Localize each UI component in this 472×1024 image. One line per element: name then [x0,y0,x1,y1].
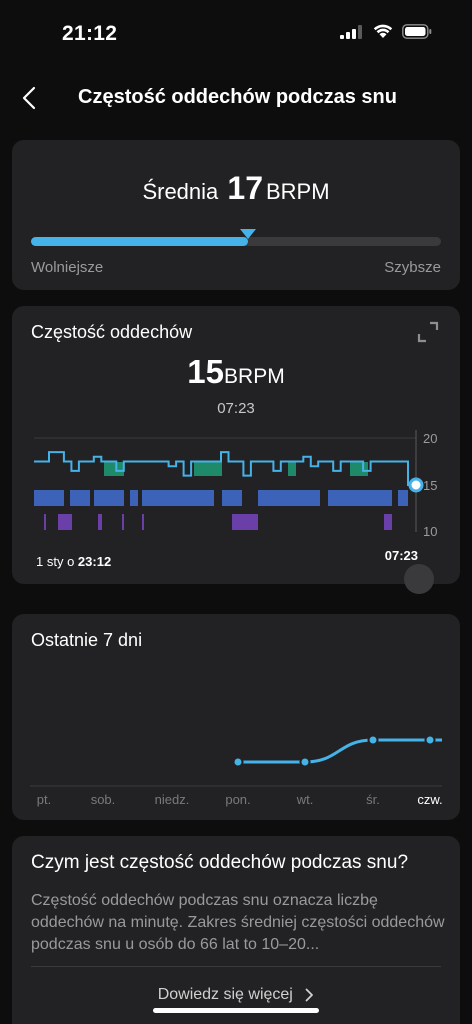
deep-sleep-band [384,514,392,530]
light-sleep-band [70,490,90,506]
info-card: Czym jest częstość oddechów podczas snu?… [12,836,460,1024]
current-point-marker[interactable] [408,477,424,493]
rate-card-title: Częstość oddechów [31,322,193,342]
wifi-icon [373,24,393,38]
light-sleep-band [130,490,138,506]
light-sleep-band [222,490,242,506]
light-sleep-band [398,490,408,506]
sleep-stage-bands [34,462,408,530]
average-value: 17 [227,170,263,206]
header: Częstość oddechów podczas snu [0,72,472,124]
week-data-point[interactable] [424,734,436,746]
light-sleep-band [94,490,124,506]
status-icons [340,24,432,39]
learn-more-label: Dowiedz się więcej [157,986,293,1003]
chart-end-label: 07:23 [384,548,418,563]
deep-sleep-band [44,514,46,530]
status-bar: 21:12 [0,0,472,70]
average-range-bar [31,229,441,246]
week-day-label: niedz. [155,792,190,807]
average-card: Średnia 17 BRPM Wolniejsze Szybsze [12,140,460,290]
y-tick-20: 20 [423,431,437,446]
week-card-title: Ostatnie 7 dni [31,630,143,650]
last-7-days-card: Ostatnie 7 dni pt. sob. niedz. pon. wt. śr. cz… [12,614,460,820]
rate-value-number: 15 [187,353,225,390]
rate-value: 15BRPM [12,353,460,391]
learn-more-link[interactable]: Dowiedz się więcej [12,986,460,1004]
home-indicator [153,1008,319,1013]
breathing-rate-chart[interactable]: 20 15 10 [12,426,460,584]
week-data-point[interactable] [299,756,311,768]
average-summary: Średnia 17 BRPM [12,170,460,207]
weekly-chart[interactable]: pt. sob. niedz. pon. wt. śr. czw. [12,614,460,820]
light-sleep-band [142,490,214,506]
week-day-label: pt. [37,792,51,807]
chart-start-time: 23:12 [77,554,112,569]
rate-value-unit: BRPM [224,365,285,388]
y-tick-10: 10 [423,524,437,539]
slower-label: Wolniejsze [31,259,104,276]
y-tick-15: 15 [423,478,437,493]
deep-sleep-band [122,514,124,530]
breathing-rate-line [34,451,416,486]
deep-sleep-band [98,514,102,530]
week-day-label: wt. [296,792,314,807]
week-day-label: pon. [225,792,250,807]
average-prefix: Średnia [142,179,219,204]
back-button[interactable] [14,80,44,116]
rem-sleep-band [350,462,368,476]
rem-sleep-band [104,462,124,476]
info-text: Częstość oddechów podczas snu oznacza li… [31,892,445,953]
deep-sleep-band [232,514,258,530]
status-time: 21:12 [62,22,118,45]
battery-icon [402,24,432,39]
week-day-labels: pt. sob. niedz. pon. wt. śr. czw. [37,792,443,807]
rate-time: 07:23 [217,400,255,417]
light-sleep-band [258,490,320,506]
info-divider [31,966,441,967]
deep-sleep-band [58,514,72,530]
expand-icon[interactable] [416,320,440,344]
chevron-right-icon [305,988,314,1002]
page-title: Częstość oddechów podczas snu [78,86,397,108]
average-range-fill [31,237,249,246]
scroll-handle[interactable] [404,564,434,594]
info-title: Czym jest częstość oddechów podczas snu? [31,852,409,873]
chart-start-label: 1 sty o 23:12 [36,554,111,569]
week-data-point[interactable] [232,756,244,768]
average-unit: BRPM [266,179,330,204]
rem-sleep-band [194,462,222,476]
chart-start-prefix: 1 sty o [36,554,78,569]
week-day-label: czw. [417,792,442,807]
week-data-points [232,734,436,768]
week-data-point[interactable] [367,734,379,746]
average-marker-icon [240,229,257,239]
chevron-left-icon [22,86,36,110]
deep-sleep-band [142,514,144,530]
signal-icon [340,24,362,39]
week-day-label: sob. [91,792,116,807]
week-trend-line [238,738,442,764]
week-day-label: śr. [366,792,380,807]
breathing-rate-card: Częstość oddechów 15BRPM 07:23 20 15 10 … [12,306,460,594]
rem-sleep-band [288,462,296,476]
faster-label: Szybsze [384,259,441,276]
light-sleep-band [328,490,392,506]
light-sleep-band [34,490,64,506]
